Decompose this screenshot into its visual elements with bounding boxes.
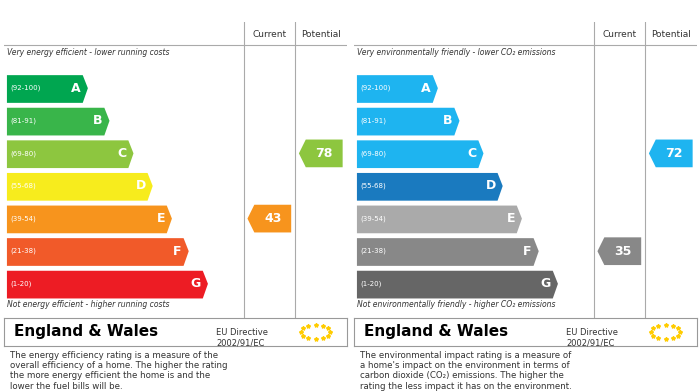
Text: England & Wales: England & Wales [364,325,508,339]
Text: EU Directive
2002/91/EC: EU Directive 2002/91/EC [566,328,618,347]
Polygon shape [7,173,153,201]
Text: 78: 78 [316,147,333,160]
Text: Potential: Potential [651,30,691,39]
Polygon shape [357,173,503,201]
Polygon shape [357,75,438,103]
Text: G: G [191,277,201,290]
Text: D: D [136,179,146,192]
Text: EU Directive
2002/91/EC: EU Directive 2002/91/EC [216,328,268,347]
Text: (21-38): (21-38) [10,248,36,255]
Text: The environmental impact rating is a measure of
a home's impact on the environme: The environmental impact rating is a mea… [360,350,572,391]
Text: (55-68): (55-68) [360,183,386,189]
Text: Current: Current [602,30,636,39]
Text: (92-100): (92-100) [10,85,41,91]
Text: B: B [93,114,103,127]
Polygon shape [7,75,88,103]
Text: 43: 43 [264,212,281,225]
Text: Energy Efficiency Rating: Energy Efficiency Rating [10,4,194,17]
Polygon shape [248,205,291,233]
Text: B: B [443,114,453,127]
Text: (1-20): (1-20) [10,281,32,287]
Text: (55-68): (55-68) [10,183,36,189]
Text: Potential: Potential [301,30,341,39]
Text: Very energy efficient - lower running costs: Very energy efficient - lower running co… [7,48,169,57]
Text: E: E [157,212,165,225]
Polygon shape [598,237,641,265]
Polygon shape [299,140,342,167]
Text: (81-91): (81-91) [360,118,386,124]
Polygon shape [7,206,172,233]
Polygon shape [357,108,459,135]
Text: The energy efficiency rating is a measure of the
overall efficiency of a home. T: The energy efficiency rating is a measur… [10,350,228,391]
Text: Not energy efficient - higher running costs: Not energy efficient - higher running co… [7,300,169,309]
Text: Environmental Impact (CO₂) Rating: Environmental Impact (CO₂) Rating [360,4,622,17]
Text: (21-38): (21-38) [360,248,386,255]
Text: F: F [524,245,532,258]
Polygon shape [649,140,692,167]
Text: A: A [421,82,431,95]
Polygon shape [7,238,189,266]
Text: 72: 72 [666,147,683,160]
Text: G: G [541,277,551,290]
Text: (81-91): (81-91) [10,118,36,124]
Polygon shape [7,108,109,135]
Text: Not environmentally friendly - higher CO₂ emissions: Not environmentally friendly - higher CO… [357,300,555,309]
Polygon shape [357,271,558,298]
Text: (39-54): (39-54) [10,215,36,222]
Text: England & Wales: England & Wales [14,325,158,339]
Text: (1-20): (1-20) [360,281,382,287]
Text: (69-80): (69-80) [10,150,36,157]
Text: (39-54): (39-54) [360,215,386,222]
Text: Current: Current [252,30,286,39]
Text: C: C [468,147,477,160]
Text: (92-100): (92-100) [360,85,391,91]
Text: Very environmentally friendly - lower CO₂ emissions: Very environmentally friendly - lower CO… [357,48,555,57]
Text: D: D [486,179,496,192]
Text: (69-80): (69-80) [360,150,386,157]
Polygon shape [7,271,208,298]
Text: 35: 35 [614,245,631,258]
Polygon shape [357,206,522,233]
Text: A: A [71,82,81,95]
Polygon shape [357,238,539,266]
Polygon shape [357,140,484,168]
Text: F: F [174,245,182,258]
Text: E: E [507,212,515,225]
Text: C: C [118,147,127,160]
Polygon shape [7,140,134,168]
